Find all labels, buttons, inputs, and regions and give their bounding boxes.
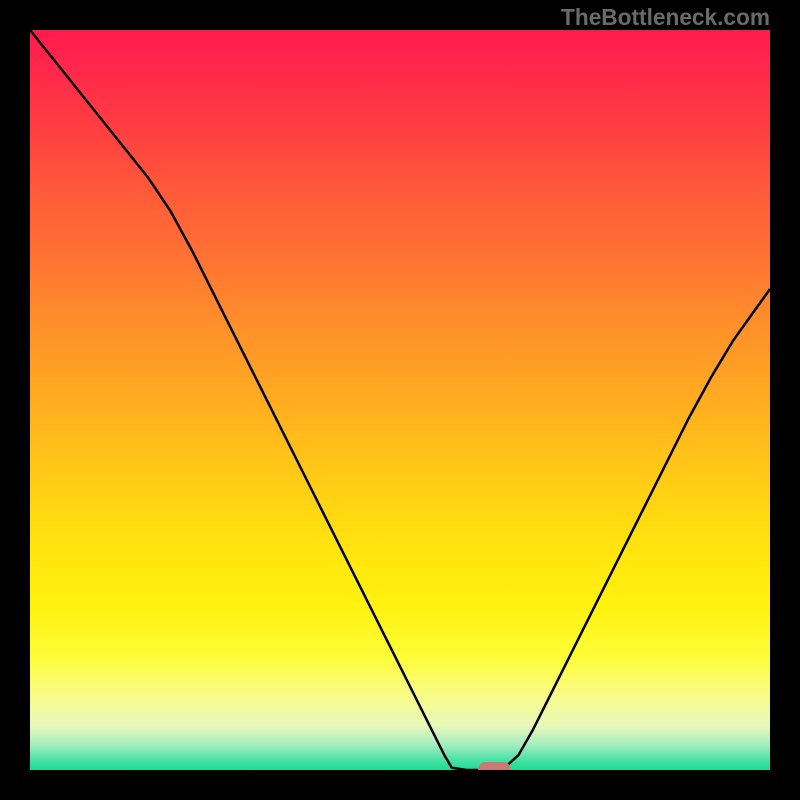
plot-area (30, 30, 770, 770)
bottleneck-curve (30, 30, 770, 770)
chart-frame: TheBottleneck.com (0, 0, 800, 800)
optimum-marker (478, 762, 511, 770)
watermark-text: TheBottleneck.com (561, 4, 770, 31)
